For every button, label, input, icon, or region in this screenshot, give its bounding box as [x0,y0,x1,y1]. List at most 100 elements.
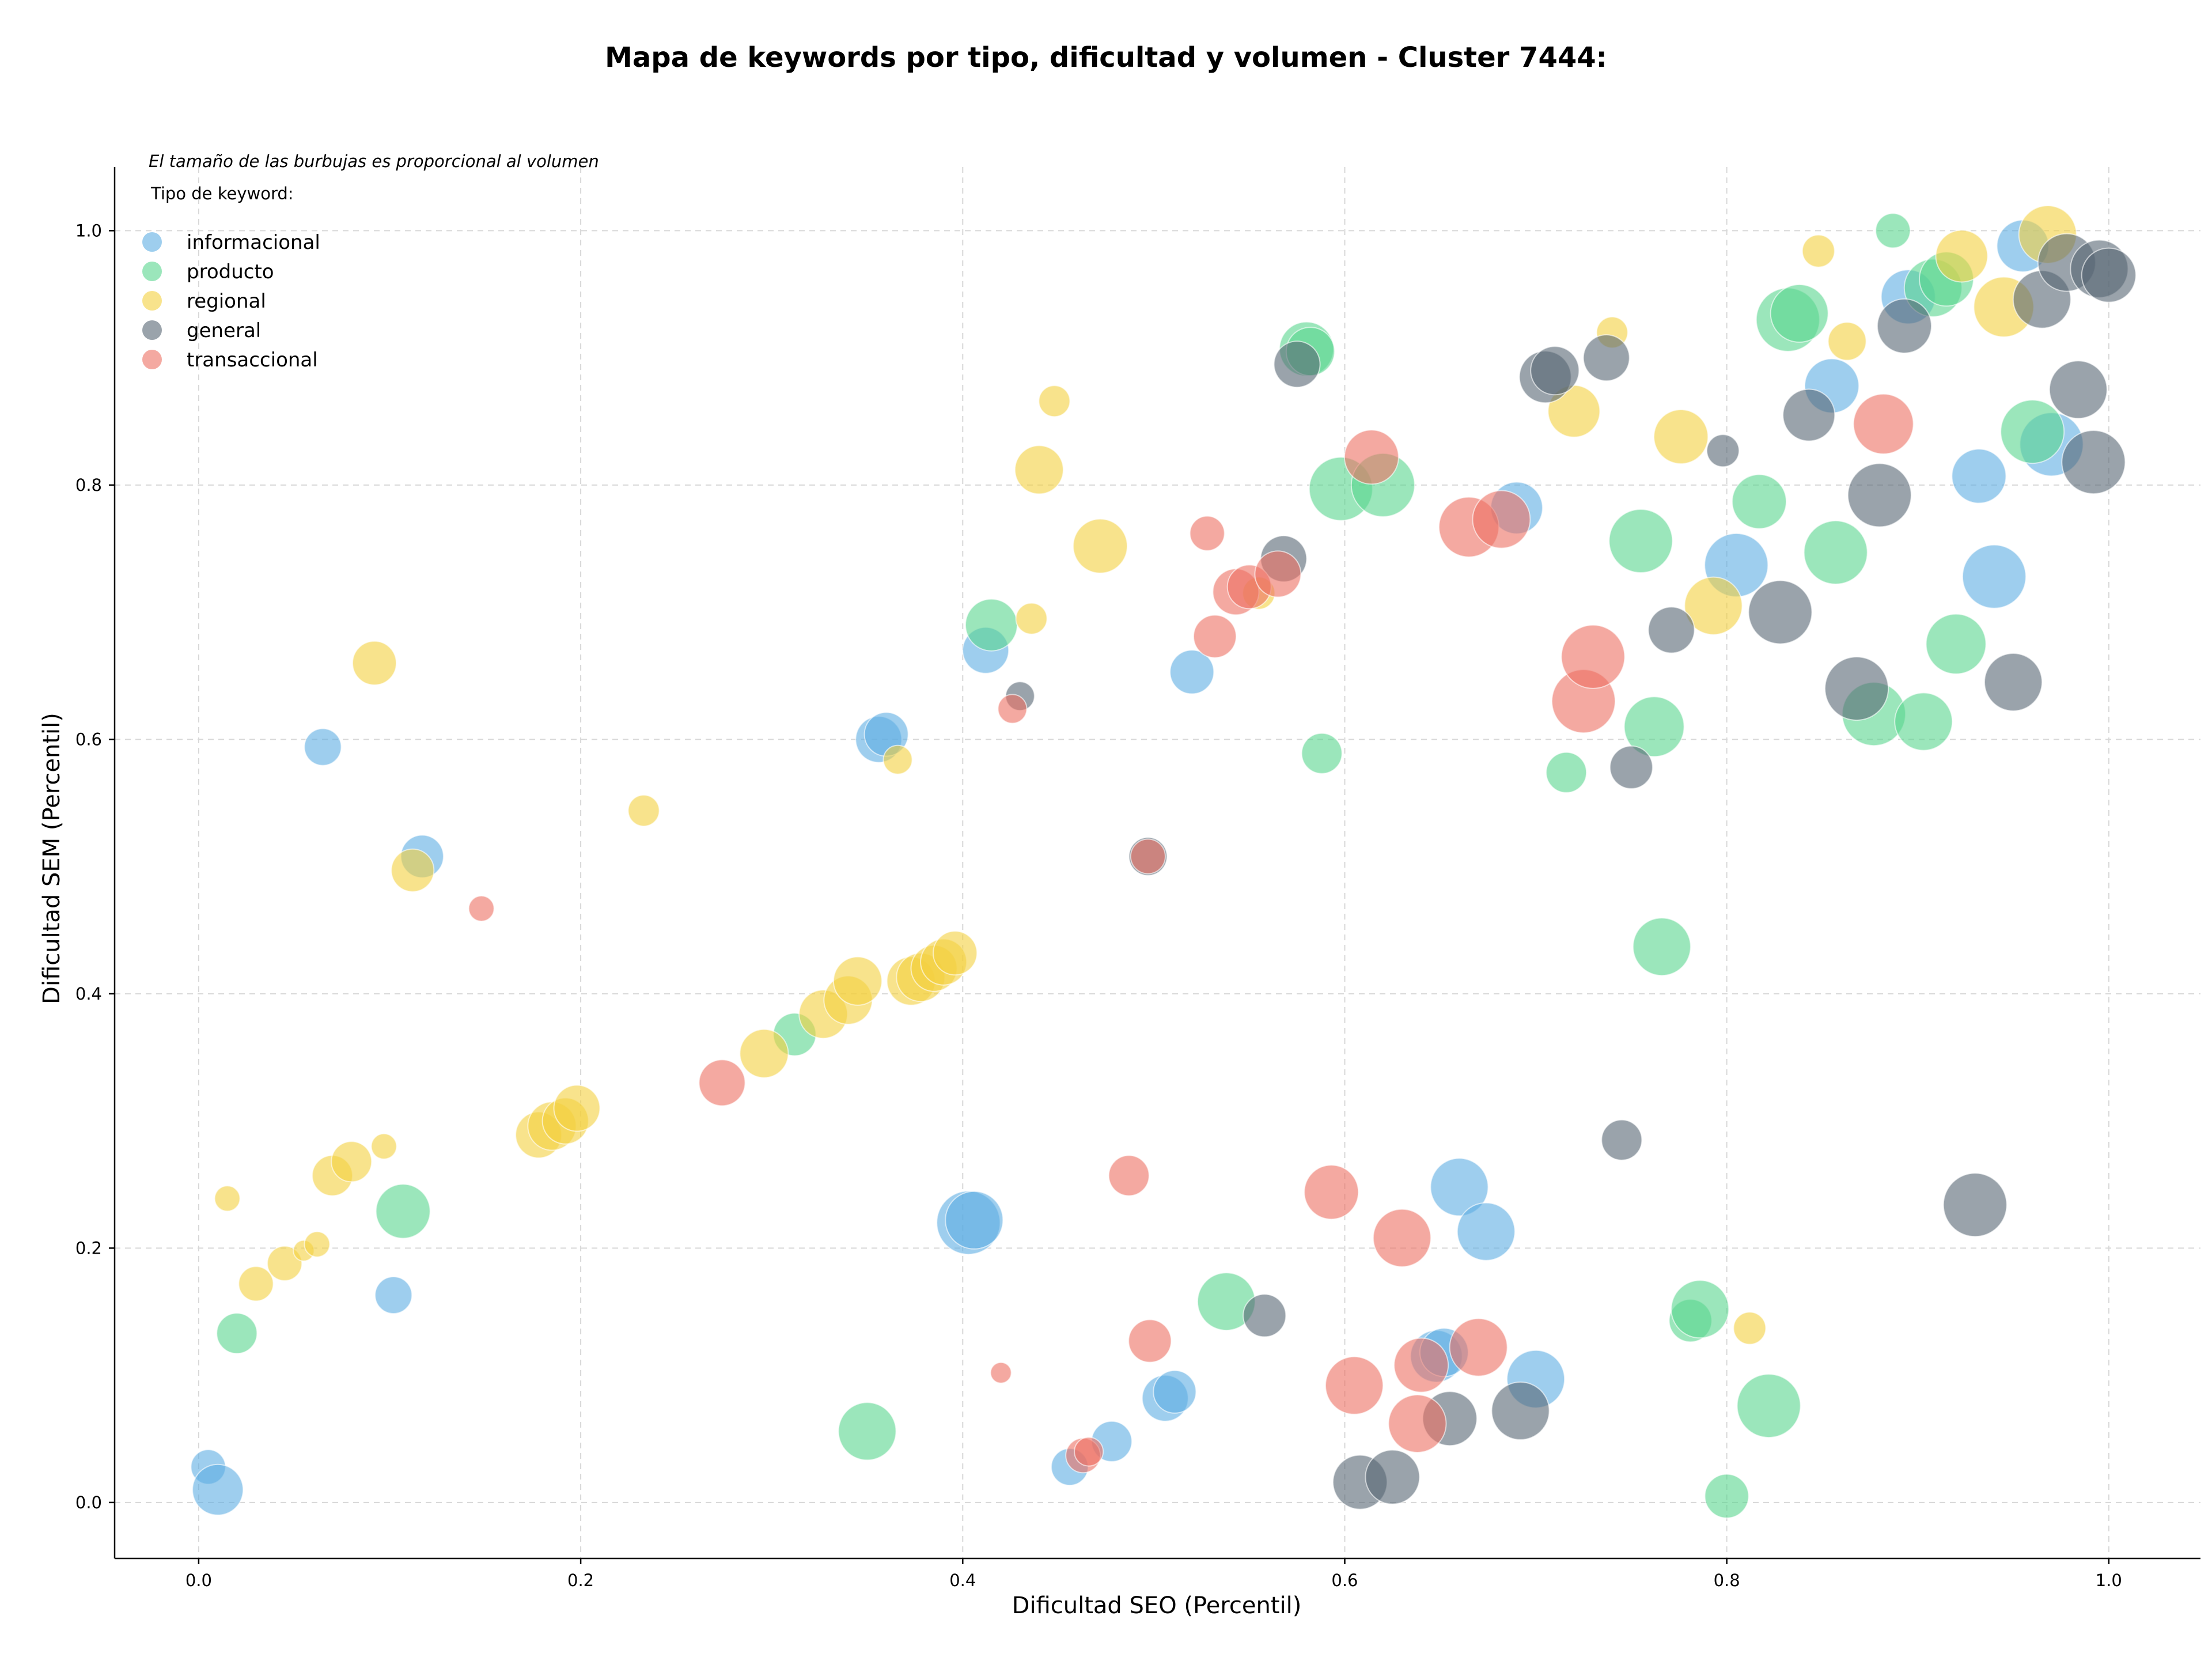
bubble-regional [1015,602,1048,635]
bubble-regional [1827,321,1867,361]
bubble-informacional [304,728,342,766]
bubble-general [1782,388,1836,442]
bubble-informacional [1951,448,2007,504]
bubble-general [1706,434,1740,468]
legend-marker [142,232,162,252]
y-tick-label: 0.0 [75,1493,102,1512]
bubble-regional [1073,518,1128,574]
bubble-informacional [1456,1202,1516,1261]
x-tick-label: 0.6 [1331,1571,1358,1590]
grid [115,167,2200,1558]
bubble-transaccional [997,694,1028,724]
bubble-transaccional [1388,1394,1447,1453]
bubble-regional [1014,445,1064,495]
bubbles [190,205,2137,1519]
bubble-informacional [1153,1369,1197,1414]
bubble-regional [238,1266,274,1302]
axes [113,167,2200,1560]
bubble-transaccional [990,1361,1012,1384]
legend: informacional producto regional general tran… [142,231,320,372]
bubble-producto [1632,917,1691,977]
legend-item-transaccional: transaccional [142,349,318,372]
bubble-general [1243,1293,1287,1338]
y-tick-label: 0.4 [75,984,102,1004]
bubble-producto [1770,283,1829,343]
bubble-producto [1704,1473,1749,1519]
bubble-regional [882,744,913,775]
bubble-producto [1803,520,1868,585]
bubble-producto [1608,509,1673,573]
bubble-producto [1894,692,1953,751]
bubble-regional [739,1028,789,1079]
ticks: 0.0 0.2 0.4 0.6 0.8 1.0 0.0 0.2 0.4 0.6 0.8 1.0 [75,221,2122,1590]
series-regional [214,205,2077,1345]
bubble-general [1748,580,1813,645]
bubble-producto [1546,751,1588,793]
bubble-regional [1733,1311,1767,1345]
bubble-transaccional [1853,393,1914,455]
y-tick-label: 1.0 [75,221,102,240]
bubble-general [2048,360,2108,419]
bubble-producto [965,598,1018,652]
bubble-producto [1301,732,1343,774]
bubble-transaccional [1304,1164,1359,1220]
x-tick-label: 0.0 [185,1571,212,1590]
bubble-general [1365,1449,1421,1505]
legend-marker [142,350,162,369]
bubble-general [1601,1119,1643,1161]
bubble-transaccional [1128,1319,1172,1363]
bubble-regional [1684,576,1743,635]
bubble-producto [216,1312,258,1354]
bubble-transaccional [1074,1436,1104,1467]
bubble-producto [838,1402,897,1461]
bubble-producto [1671,1280,1730,1339]
bubble-general [1984,653,2043,712]
legend-label: regional [187,290,266,313]
legend-title: Tipo de keyword: [150,184,294,203]
bubble-transaccional [1472,490,1531,549]
legend-marker [142,262,162,281]
bubble-general [1582,334,1630,382]
bubble-regional [1653,409,1709,464]
bubble-regional [267,1245,303,1281]
legend-marker [142,320,162,340]
legend-label: transaccional [187,349,318,372]
bubble-regional [1038,385,1071,418]
bubble-producto [1736,1374,1801,1439]
bubble-informacional [945,1190,1004,1250]
bubble-informacional [192,1463,244,1516]
bubble-general [1273,340,1321,388]
bubble-regional [304,1231,331,1258]
bubble-general [1647,606,1695,654]
legend-label: informacional [187,231,320,254]
bubble-regional [832,956,882,1006]
bubble-regional [391,848,435,892]
x-tick-label: 1.0 [2096,1571,2122,1590]
bubble-informacional [374,1276,413,1314]
bubble-producto [1623,696,1685,758]
bubble-regional [1935,229,1988,283]
bubble-regional [627,794,660,827]
bubble-general [2061,430,2126,495]
bubble-regional [1801,234,1835,268]
bubble-transaccional [698,1059,746,1107]
bubble-informacional [1169,649,1215,695]
bubble-producto [1732,474,1787,529]
chart-title: Mapa de keywords por tipo, dificultad y … [605,41,1607,74]
y-axis-label: Dificultad SEM (Percentil) [39,713,65,1004]
y-tick-label: 0.8 [75,475,102,495]
legend-marker [142,291,162,311]
bubble-transaccional [1449,1318,1508,1377]
bubble-regional [933,930,978,976]
x-tick-label: 0.8 [1714,1571,1740,1590]
bubble-general [1824,656,1889,721]
x-tick-label: 0.4 [949,1571,976,1590]
bubble-transaccional [1193,614,1237,659]
bubble-size-note: El tamaño de las burbujas es proporciona… [149,152,599,171]
bubble-regional [331,1141,373,1183]
bubble-transaccional [1325,1356,1384,1415]
bubble-transaccional [1130,838,1166,875]
bubble-transaccional [1189,515,1225,551]
bubble-general [1847,463,1912,528]
bubble-general [2081,247,2137,303]
